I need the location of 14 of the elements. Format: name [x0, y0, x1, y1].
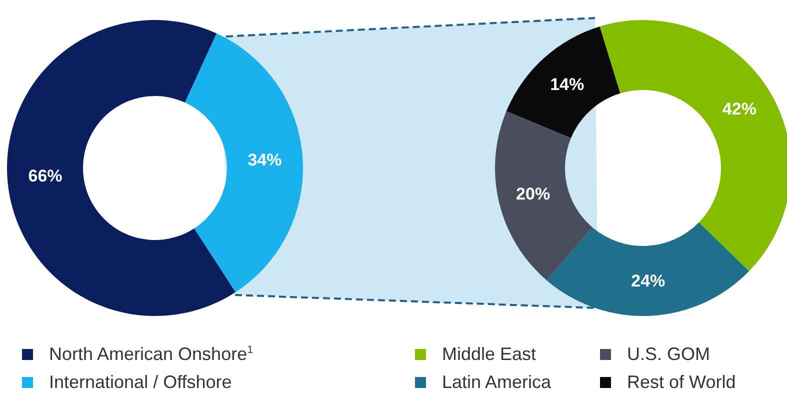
legend-label: International / Offshore	[49, 372, 232, 392]
data-label: 66%	[28, 166, 62, 186]
data-label: 34%	[248, 150, 282, 170]
legend-label: U.S. GOM	[627, 344, 710, 364]
legend-label: Latin America	[442, 372, 552, 392]
donut-slice	[7, 20, 236, 316]
data-label: 42%	[722, 100, 756, 119]
data-label: 24%	[631, 271, 666, 290]
legend-label: Rest of World	[627, 372, 736, 392]
legend-label: North American Onshore$^{1}$	[49, 344, 254, 364]
data-label: 14%	[550, 74, 584, 94]
donut-slice	[184, 33, 303, 292]
legend-label: Middle East	[442, 344, 536, 364]
data-label: 20%	[516, 184, 550, 204]
